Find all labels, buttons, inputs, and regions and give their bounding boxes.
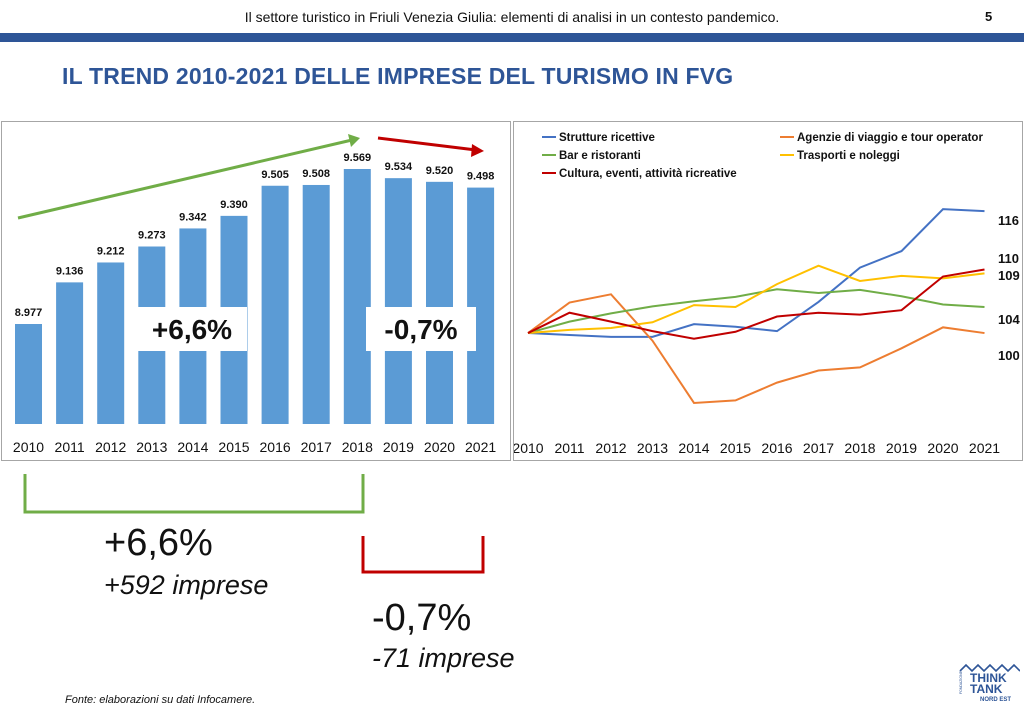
growth-abs: +592 imprese bbox=[104, 570, 269, 600]
series-end-label: 110 bbox=[998, 251, 1019, 266]
x-tick-label: 2011 bbox=[554, 440, 584, 456]
bar-chart-panel: 8.977 9.136 9.212 9.273 9.342 9.390 9.505 9.508… bbox=[1, 121, 511, 461]
x-tick-label: 2014 bbox=[678, 440, 709, 456]
bar-value-label: 9.505 bbox=[261, 169, 289, 181]
x-tick-label: 2016 bbox=[761, 440, 792, 456]
series-line bbox=[527, 268, 985, 340]
x-tick-label: 2012 bbox=[595, 440, 626, 456]
decline-annotation: -0,7% bbox=[384, 314, 457, 345]
bar bbox=[426, 181, 453, 424]
logo-fondazione: FONDAZIONE bbox=[959, 670, 963, 694]
header-title: Il settore turistico in Friuli Venezia G… bbox=[244, 9, 780, 25]
line-chart: Strutture ricettive Agenzie di viaggio e … bbox=[512, 132, 1020, 456]
decline-annotation-box bbox=[366, 307, 476, 351]
page-number: 5 bbox=[985, 9, 993, 24]
x-tick-label: 2015 bbox=[218, 439, 249, 455]
bar-value-label: 9.520 bbox=[426, 165, 454, 177]
bar bbox=[15, 324, 42, 424]
bar bbox=[56, 282, 84, 424]
legend-label: Cultura, eventi, attività ricreative bbox=[559, 168, 737, 180]
bar bbox=[97, 262, 125, 424]
line-chart-panel: Strutture ricettive Agenzie di viaggio e … bbox=[512, 121, 1023, 461]
x-tick-label: 2019 bbox=[383, 439, 414, 455]
x-tick-label: 2015 bbox=[720, 440, 751, 456]
bar-value-label: 9.212 bbox=[97, 245, 125, 257]
x-tick-label: 2014 bbox=[177, 439, 208, 455]
decline-arrow bbox=[377, 136, 484, 157]
series-end-label: 109 bbox=[998, 268, 1020, 283]
bar bbox=[261, 185, 289, 424]
logo-nord-est: NORD EST bbox=[980, 697, 1011, 703]
x-tick-label: 2010 bbox=[514, 440, 544, 456]
series-line bbox=[527, 264, 985, 335]
bar-value-label: 9.508 bbox=[302, 168, 330, 180]
decline-abs: -71 imprese bbox=[372, 643, 515, 673]
logo-think: THINK bbox=[970, 671, 1007, 685]
legend-label: Strutture ricettive bbox=[559, 132, 655, 144]
series-end-label: 116 bbox=[998, 213, 1019, 228]
x-tick-label: 2020 bbox=[927, 440, 958, 456]
growth-pct: +6,6% bbox=[104, 522, 213, 564]
growth-annotation: +6,6% bbox=[152, 314, 232, 345]
bar bbox=[467, 187, 495, 424]
growth-bracket bbox=[23, 474, 365, 514]
bar-value-label: 9.136 bbox=[56, 265, 84, 277]
legend-label: Bar e ristoranti bbox=[559, 150, 641, 162]
series-line bbox=[527, 293, 985, 404]
x-tick-label: 2013 bbox=[136, 439, 167, 455]
bar-value-label: 9.498 bbox=[467, 171, 495, 183]
decline-pct: -0,7% bbox=[372, 597, 472, 639]
x-tick-label: 2013 bbox=[637, 440, 668, 456]
bar-value-label: 9.569 bbox=[344, 152, 372, 164]
header-bar bbox=[0, 33, 1024, 42]
x-tick-label: 2017 bbox=[803, 440, 834, 456]
series-line bbox=[527, 288, 985, 335]
bar bbox=[343, 169, 371, 424]
x-tick-label: 2021 bbox=[465, 439, 496, 455]
bar-value-label: 9.342 bbox=[179, 211, 207, 223]
bar-value-label: 9.390 bbox=[220, 199, 248, 211]
brackets bbox=[23, 474, 485, 574]
bar bbox=[302, 184, 330, 424]
legend-label: Agenzie di viaggio e tour operator bbox=[797, 132, 983, 144]
x-tick-label: 2021 bbox=[969, 440, 1000, 456]
bar-chart: 8.977 9.136 9.212 9.273 9.342 9.390 9.505 9.508… bbox=[13, 134, 496, 455]
x-tick-label: 2019 bbox=[886, 440, 917, 456]
x-tick-label: 2016 bbox=[260, 439, 291, 455]
legend-label: Trasporti e noleggi bbox=[797, 150, 900, 162]
bar-value-label: 9.534 bbox=[385, 161, 413, 173]
bar-value-label: 8.977 bbox=[15, 307, 43, 319]
series-end-label: 100 bbox=[998, 348, 1020, 363]
x-tick-label: 2017 bbox=[301, 439, 332, 455]
bar-value-label: 9.273 bbox=[138, 230, 166, 242]
logo-tank: TANK bbox=[970, 682, 1003, 696]
growth-arrow bbox=[17, 134, 360, 220]
x-tick-label: 2018 bbox=[844, 440, 875, 456]
bar bbox=[384, 178, 412, 424]
x-tick-label: 2012 bbox=[95, 439, 126, 455]
decline-bracket bbox=[361, 536, 485, 574]
think-tank-logo: FONDAZIONE THINK TANK NORD EST bbox=[959, 663, 1020, 703]
slide-title: IL TREND 2010-2021 DELLE IMPRESE DEL TUR… bbox=[62, 63, 734, 89]
x-tick-label: 2011 bbox=[55, 439, 85, 455]
x-tick-label: 2010 bbox=[13, 439, 44, 455]
growth-annotation-box bbox=[137, 307, 247, 351]
x-tick-label: 2020 bbox=[424, 439, 455, 455]
series-line bbox=[527, 208, 985, 338]
x-tick-label: 2018 bbox=[342, 439, 373, 455]
source-note: Fonte: elaborazioni su dati Infocamere. bbox=[65, 694, 256, 706]
series-end-label: 104 bbox=[998, 312, 1020, 327]
